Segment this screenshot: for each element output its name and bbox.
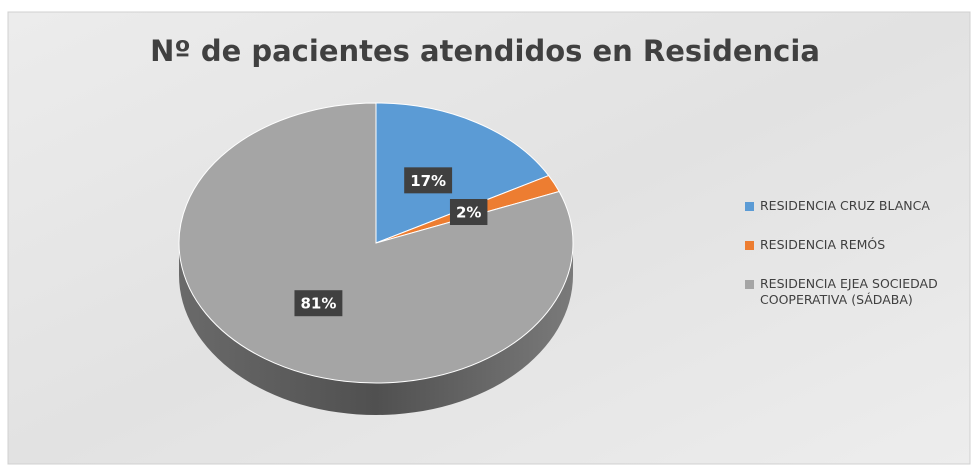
data-label: 2% [456, 204, 481, 222]
legend-swatch [745, 202, 754, 211]
data-label-box [294, 290, 343, 317]
legend-item: RESIDENCIA REMÓS [745, 237, 975, 253]
data-label-box [449, 199, 488, 226]
legend-swatch [745, 280, 754, 289]
legend-label: RESIDENCIA EJEA SOCIEDAD COOPERATIVA (SÁ… [760, 276, 938, 307]
legend-swatch [745, 241, 754, 250]
slice [178, 102, 574, 384]
legend-label: RESIDENCIA REMÓS [760, 237, 886, 252]
slice [375, 102, 550, 244]
slice-side [179, 243, 573, 415]
pie: 17% 2% 81% [178, 102, 574, 415]
legend-item: RESIDENCIA EJEA SOCIEDAD COOPERATIVA (SÁ… [745, 276, 975, 308]
data-label: 81% [300, 295, 336, 313]
legend-label: RESIDENCIA CRUZ BLANCA [760, 198, 930, 213]
legend: RESIDENCIA CRUZ BLANCA RESIDENCIA REMÓS RE… [745, 198, 975, 331]
legend-item: RESIDENCIA CRUZ BLANCA [745, 198, 975, 214]
data-label: 17% [410, 172, 446, 190]
chart-title: Nº de pacientes atendidos en Residencia [150, 34, 820, 68]
data-label-box [404, 167, 453, 194]
